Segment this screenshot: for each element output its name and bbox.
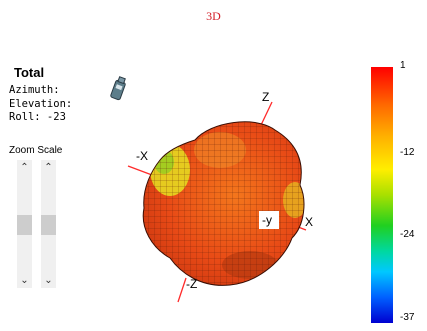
camera-view-icon[interactable]	[107, 75, 129, 105]
zoom-scrollbar-left[interactable]: ⌃ ⌄	[17, 160, 32, 288]
scroll-thumb[interactable]	[41, 215, 56, 235]
z-axis-label: Z	[262, 90, 269, 104]
plot-title: 3D	[206, 9, 221, 23]
scroll-down-arrow-icon[interactable]: ⌄	[20, 275, 29, 286]
pattern-surface	[143, 121, 304, 286]
elevation-readout: Elevation:	[9, 97, 73, 110]
colorbar-tick: -24	[400, 229, 415, 240]
azimuth-readout: Azimuth:	[9, 84, 60, 96]
colorbar-tick: 1	[400, 60, 406, 71]
zoom-scale-label: Zoom Scale	[9, 145, 63, 156]
scroll-thumb[interactable]	[17, 215, 32, 235]
scroll-up-arrow-icon[interactable]: ⌃	[44, 162, 53, 173]
roll-readout: Roll: -23	[9, 111, 66, 123]
orientation-readouts: Azimuth: Elevation: Roll: -23	[9, 84, 77, 125]
radiation-pattern-3d[interactable]: Z -X -y X -Z	[100, 60, 350, 325]
colorbar	[371, 67, 393, 323]
scroll-down-arrow-icon[interactable]: ⌄	[44, 275, 53, 286]
neg-z-axis-label: -Z	[186, 277, 197, 291]
colorbar-tick: -12	[400, 147, 415, 158]
neg-x-axis-label: -X	[136, 149, 148, 163]
zoom-scrollbar-right[interactable]: ⌃ ⌄	[41, 160, 56, 288]
neg-z-axis-line	[177, 277, 187, 303]
scroll-up-arrow-icon[interactable]: ⌃	[20, 162, 29, 173]
neg-y-axis-label: -y	[262, 213, 272, 227]
panel-title: Total	[14, 65, 45, 80]
x-axis-label: X	[305, 215, 313, 229]
colorbar-tick: -37	[400, 312, 415, 323]
